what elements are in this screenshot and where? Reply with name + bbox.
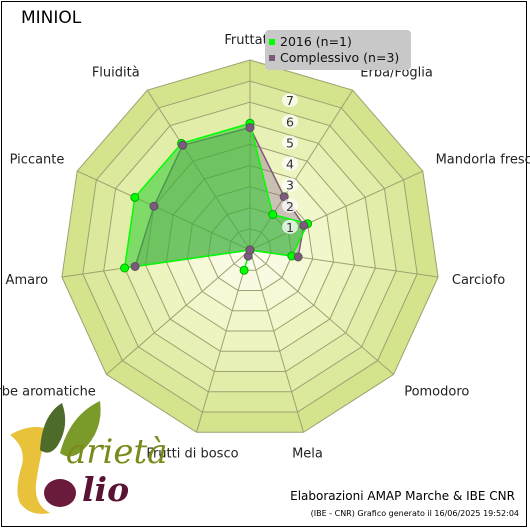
legend: 2016 (n=1) Complessivo (n=3)	[265, 30, 411, 70]
series-1-point	[245, 245, 255, 255]
chart-title: MINIOL	[21, 8, 82, 28]
series-1-point	[279, 192, 289, 202]
legend-label-2016: 2016 (n=1)	[280, 34, 352, 49]
axis-spoke	[249, 249, 304, 433]
series-1-point	[178, 140, 188, 150]
varieta-olio-logo	[10, 401, 101, 514]
series-1-point	[293, 252, 303, 262]
legend-item-complessivo: Complessivo (n=3)	[269, 50, 399, 65]
r-tick-label: 5	[286, 135, 294, 150]
category-label: Amaro	[6, 273, 49, 288]
footer-note: (IBE - CNR) Grafico generato il 16/06/20…	[310, 509, 519, 518]
logo-text-varieta: arietà	[66, 432, 168, 472]
category-label: Frutti di bosco	[146, 447, 238, 462]
legend-item-2016: 2016 (n=1)	[269, 34, 352, 49]
category-label: Carciofo	[452, 273, 505, 288]
category-label: Piccante	[10, 152, 65, 167]
category-label: Mandorla fresca	[436, 152, 530, 167]
r-tick-label: 2	[286, 199, 294, 214]
r-tick-label: 4	[286, 157, 294, 172]
series-0-point	[268, 210, 278, 219]
r-tick-bg	[282, 198, 298, 213]
series-1-point	[299, 220, 309, 230]
r-tick-bg	[282, 156, 298, 171]
footer-credit: Elaborazioni AMAP Marche & IBE CNR	[290, 489, 515, 503]
r-tick-label: 6	[286, 114, 294, 129]
series-0-point	[120, 263, 130, 273]
legend-swatch-complessivo	[269, 54, 275, 61]
category-label: Erbe aromatiche	[0, 385, 96, 400]
r-tick-bg	[282, 114, 298, 129]
series-1-point	[245, 123, 255, 133]
r-tick-label: 3	[286, 178, 294, 193]
axis-spoke	[196, 249, 251, 433]
r-tick-bg	[282, 219, 298, 234]
legend-label-complessivo: Complessivo (n=3)	[280, 50, 400, 65]
category-label: Mela	[292, 447, 323, 462]
r-tick-bg	[282, 177, 298, 192]
legend-swatch-2016	[269, 38, 275, 45]
series-0-point	[239, 265, 249, 275]
series-0-point	[130, 192, 140, 202]
r-tick-label: 7	[286, 93, 294, 108]
category-label: Fruttato	[224, 33, 275, 48]
category-label: Fluidità	[92, 65, 140, 80]
series-1-point	[149, 201, 159, 211]
axis-spoke	[249, 249, 394, 375]
logo-text-olio: lio	[82, 470, 130, 509]
r-tick-bg	[282, 93, 298, 108]
axis-spoke	[106, 249, 251, 375]
r-tick-label: 1	[286, 220, 294, 235]
category-label: Pomodoro	[404, 385, 469, 400]
r-tick-bg	[282, 135, 298, 150]
series-1-point	[130, 262, 140, 271]
